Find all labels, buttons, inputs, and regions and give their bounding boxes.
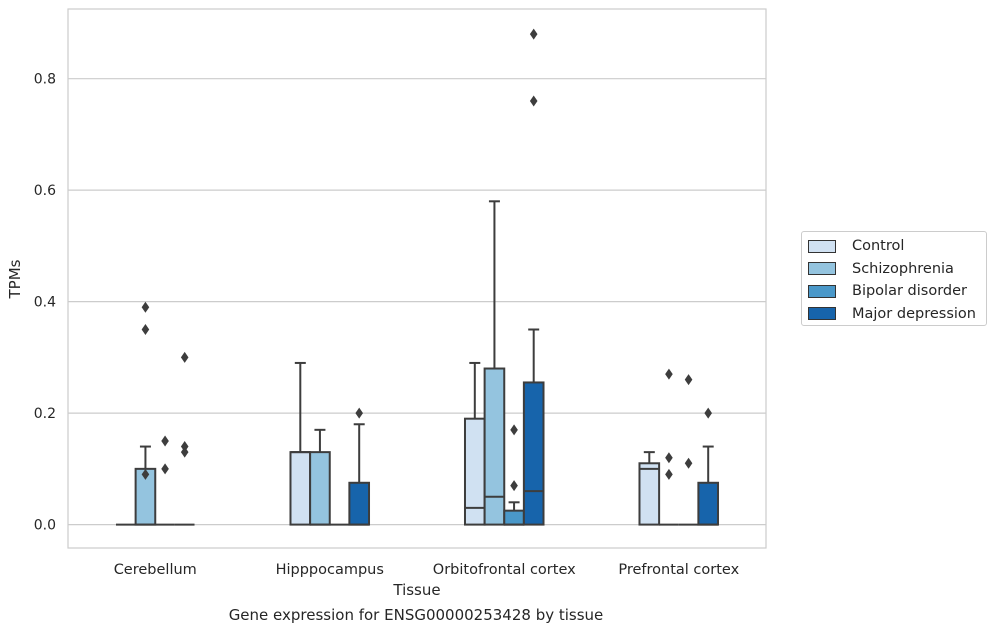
outlier-point	[141, 468, 150, 480]
outlier-point	[161, 463, 169, 475]
outlier-point	[510, 424, 518, 436]
y-axis-label: TPMs	[6, 259, 24, 299]
x-axis-label: Tissue	[392, 581, 440, 599]
legend-label: Control	[852, 238, 905, 254]
box-major-depression	[522, 28, 545, 526]
box	[289, 451, 312, 526]
outlier-point	[141, 301, 150, 313]
box	[483, 367, 506, 526]
box-control	[638, 451, 661, 526]
outlier-point	[529, 28, 538, 40]
legend-item: Schizophrenia	[808, 259, 954, 279]
box	[348, 481, 371, 526]
legend-item: Major depression	[808, 304, 976, 324]
outlier-point	[684, 457, 693, 469]
x-tick-label: Cerebellum	[114, 562, 197, 578]
legend-swatch	[808, 284, 836, 298]
outlier-point	[665, 368, 673, 380]
x-tick-labels: Cerebellum Hipppocampus Orbitofrontal cort…	[114, 562, 740, 578]
outlier-point	[665, 468, 673, 480]
box	[638, 462, 661, 526]
y-tick-label: 0.4	[34, 295, 56, 311]
outlier-point	[529, 95, 538, 107]
box-bipolar-disorder	[155, 435, 175, 526]
box-major-depression	[697, 407, 720, 526]
box-bipolar-disorder	[503, 424, 525, 526]
legend-swatch	[808, 262, 836, 275]
y-tick-label: 0.2	[34, 406, 56, 422]
legend-label: Major depression	[852, 305, 976, 322]
legend: Control Schizophrenia Bipolar disorder Majo…	[801, 231, 987, 326]
outlier-point	[180, 446, 189, 458]
box-schizophrenia	[309, 428, 331, 526]
plot-area	[67, 8, 767, 549]
box	[697, 481, 720, 526]
outlier-point	[141, 324, 150, 336]
y-tick-label: 0.8	[34, 72, 56, 88]
x-tick-label: Orbitofrontal cortex	[433, 562, 576, 578]
box-major-depression	[348, 407, 371, 526]
legend-label: Bipolar disorder	[852, 283, 967, 299]
outlier-point	[684, 374, 693, 386]
legend-item: Bipolar disorder	[808, 281, 967, 301]
outlier-point	[665, 452, 673, 464]
outlier-point	[704, 407, 712, 419]
legend-item: Control	[808, 236, 904, 256]
box	[522, 381, 545, 526]
box-bipolar-disorder	[678, 374, 699, 526]
box-schizophrenia	[483, 200, 506, 526]
y-tick-labels: 0.0 0.2 0.4 0.6 0.8	[34, 72, 56, 534]
legend-swatch	[808, 307, 836, 320]
legend-label: Schizophrenia	[852, 260, 954, 277]
box-plots	[115, 28, 720, 526]
x-tick-label: Hipppocampus	[276, 562, 384, 578]
outlier-point	[355, 407, 363, 419]
box	[309, 451, 331, 526]
outlier-point	[161, 435, 169, 447]
outlier-point	[180, 351, 189, 363]
box-major-depression	[174, 351, 195, 526]
legend-swatch	[808, 239, 836, 253]
box	[503, 509, 525, 526]
outlier-point	[510, 480, 518, 492]
y-tick-label: 0.0	[34, 518, 56, 534]
outlier-point	[180, 441, 189, 453]
x-tick-label: Prefrontal cortex	[618, 562, 739, 578]
box-schizophrenia	[134, 301, 157, 526]
chart-caption: Gene expression for ENSG00000253428 by t…	[228, 606, 604, 624]
box-schizophrenia	[659, 368, 679, 526]
y-tick-label: 0.6	[34, 183, 56, 199]
